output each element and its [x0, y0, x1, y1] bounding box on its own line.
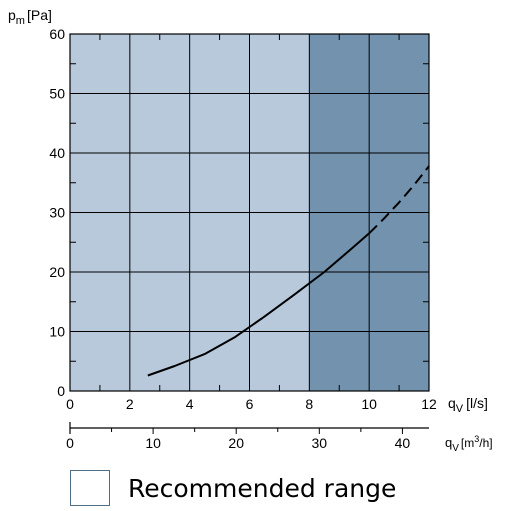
x-tick-label: 8 — [305, 396, 313, 412]
x-tick-label: 4 — [186, 396, 194, 412]
secondary-x-tick-label: 30 — [312, 435, 328, 451]
secondary-x-axis-label: qV [m3/h] — [445, 434, 493, 454]
y-axis-label: pm [Pa] — [8, 7, 52, 27]
y-tick-label: 40 — [49, 145, 65, 161]
x-axis-label: qV [l/s] — [448, 395, 488, 415]
chart-grid — [69, 33, 430, 392]
x-tick-label: 0 — [66, 396, 74, 412]
x-tick-label: 10 — [361, 396, 377, 412]
y-tick-label: 50 — [49, 86, 65, 102]
pressure-flow-chart: 0 10 20 30 40 50 60 0 2 4 6 8 10 12 pm [Pa] qV [l/s] 0 10 20… — [8, 7, 493, 454]
legend-label: Recommended range — [128, 473, 397, 503]
pressure-curve — [147, 232, 370, 377]
x-tick-label: 2 — [126, 396, 134, 412]
y-tick-label: 10 — [49, 324, 65, 340]
chart-series — [147, 165, 430, 377]
secondary-x-tick-label: 20 — [228, 435, 244, 451]
secondary-x-tick-label: 10 — [145, 435, 161, 451]
plot-frame — [69, 33, 430, 392]
x-tick-label: 12 — [421, 396, 437, 412]
secondary-x-tick-label: 40 — [395, 435, 411, 451]
legend: Recommended range — [70, 470, 396, 506]
y-tick-label: 30 — [49, 205, 65, 221]
y-tick-label: 20 — [49, 264, 65, 280]
recommended-range-swatch — [70, 470, 110, 506]
pressure-curve-dashed — [368, 165, 430, 235]
y-tick-label: 0 — [57, 383, 65, 399]
x-tick-label: 6 — [246, 396, 254, 412]
secondary-x-tick-label: 0 — [66, 435, 74, 451]
chart-axes: 0 10 20 30 40 50 60 0 2 4 6 8 10 12 pm [Pa] qV [l/s] 0 10 20… — [8, 7, 493, 454]
y-tick-label: 60 — [49, 26, 65, 42]
